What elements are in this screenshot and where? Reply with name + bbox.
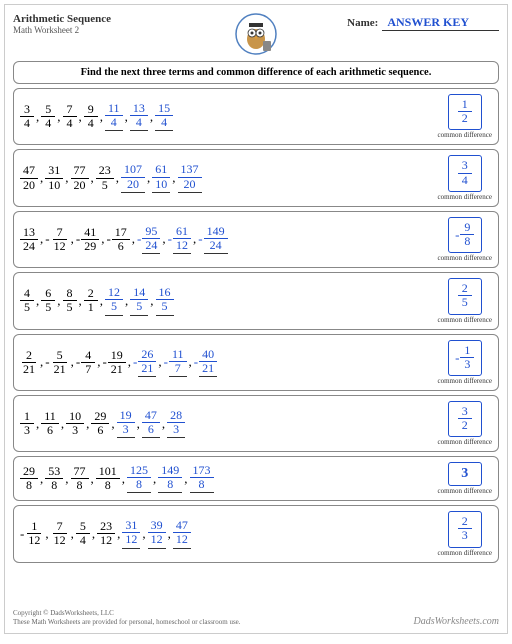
fraction: 6110 <box>152 163 170 192</box>
page-title: Arithmetic Sequence <box>13 13 227 25</box>
fraction: 45 <box>20 287 34 314</box>
fraction: 94 <box>84 103 98 130</box>
fraction: 1498 <box>158 464 182 493</box>
page-subtitle: Math Worksheet 2 <box>13 25 227 35</box>
sequence-row: 221,-521,-47,-1921,-2621,-117,-4021-13co… <box>13 334 499 391</box>
common-difference: -13common difference <box>438 340 493 385</box>
name-label: Name: <box>347 17 378 29</box>
common-difference: 23common difference <box>438 511 493 556</box>
footer-note: These Math Worksheets are provided for p… <box>13 618 241 627</box>
sequence-row: 45,65,85,21,125,145,16525common differen… <box>13 272 499 329</box>
header: Arithmetic Sequence Math Worksheet 2 Nam… <box>13 13 499 55</box>
sequence-row: 298,538,778,1018,1258,1498,17383common d… <box>13 456 499 501</box>
fraction: 3912 <box>148 519 166 548</box>
fraction: 4712 <box>173 519 191 548</box>
instruction-box: Find the next three terms and common dif… <box>13 61 499 84</box>
fraction: 538 <box>45 465 63 492</box>
fraction: 778 <box>71 465 89 492</box>
fraction: 2312 <box>97 520 115 547</box>
fraction: 193 <box>117 409 135 438</box>
owl-logo-icon <box>235 13 277 55</box>
answer-key-label: ANSWER KEY <box>382 15 499 31</box>
fraction: 176 <box>112 226 130 253</box>
fraction: 103 <box>66 410 84 437</box>
fraction: 21 <box>84 287 98 314</box>
fraction: 521 <box>51 349 69 376</box>
sequence-row: 4720,3110,7720,235,10720,6110,1372034com… <box>13 149 499 206</box>
fraction: 298 <box>20 465 38 492</box>
fraction: 712 <box>51 520 69 547</box>
fraction: 1921 <box>108 349 126 376</box>
fraction: 4021 <box>199 348 217 377</box>
common-difference: 12common difference <box>438 94 493 139</box>
copyright-text: Copyright © DadsWorksheets, LLC <box>13 609 241 618</box>
fraction: 2621 <box>138 348 156 377</box>
sequence-row: 13,116,103,296,193,476,28332common diffe… <box>13 395 499 452</box>
fraction: 221 <box>20 349 38 376</box>
fraction: 114 <box>105 102 123 131</box>
common-difference: 3common difference <box>438 462 493 495</box>
fraction: 145 <box>130 286 148 315</box>
fraction: 296 <box>91 410 109 437</box>
fraction: 116 <box>41 410 59 437</box>
fraction: 1324 <box>20 226 38 253</box>
fraction: 13 <box>20 410 34 437</box>
footer: Copyright © DadsWorksheets, LLC These Ma… <box>13 609 499 627</box>
fraction: 9524 <box>142 225 160 254</box>
common-difference: 25common difference <box>438 278 493 323</box>
fraction: 235 <box>96 164 114 191</box>
common-difference: -98common difference <box>438 217 493 262</box>
sequence-row: 1324,-712,-4129,-176,-9524,-6112,-14924-… <box>13 211 499 268</box>
brand-text: DadsWorksheets.com <box>414 616 499 627</box>
fraction: 4720 <box>20 164 38 191</box>
sequence-row: 34,54,74,94,114,134,15412common differen… <box>13 88 499 145</box>
fraction: 6112 <box>173 225 191 254</box>
fraction: 7720 <box>71 164 89 191</box>
fraction: 4129 <box>81 226 99 253</box>
fraction: 1018 <box>96 465 120 492</box>
common-difference: 32common difference <box>438 401 493 446</box>
fraction: 3110 <box>45 164 63 191</box>
fraction: 34 <box>20 103 34 130</box>
fraction: 13720 <box>178 163 202 192</box>
fraction: 10720 <box>121 163 145 192</box>
fraction: 165 <box>156 286 174 315</box>
fraction: 112 <box>25 520 43 547</box>
fraction: 47 <box>81 349 95 376</box>
fraction: 117 <box>169 348 187 377</box>
fraction: 134 <box>130 102 148 131</box>
fraction: 14924 <box>204 225 228 254</box>
instruction-text: Find the next three terms and common dif… <box>20 67 492 78</box>
common-difference: 34common difference <box>438 155 493 200</box>
fraction: 54 <box>76 520 90 547</box>
fraction: 712 <box>51 226 69 253</box>
fraction: 125 <box>105 286 123 315</box>
fraction: 3112 <box>122 519 140 548</box>
fraction: 54 <box>41 103 55 130</box>
fraction: 74 <box>63 103 77 130</box>
fraction: 65 <box>41 287 55 314</box>
sequence-row: -112,712,54,2312,3112,3912,471223common … <box>13 505 499 562</box>
fraction: 1738 <box>190 464 214 493</box>
fraction: 1258 <box>127 464 151 493</box>
fraction: 283 <box>167 409 185 438</box>
fraction: 476 <box>142 409 160 438</box>
fraction: 154 <box>155 102 173 131</box>
fraction: 85 <box>63 287 77 314</box>
